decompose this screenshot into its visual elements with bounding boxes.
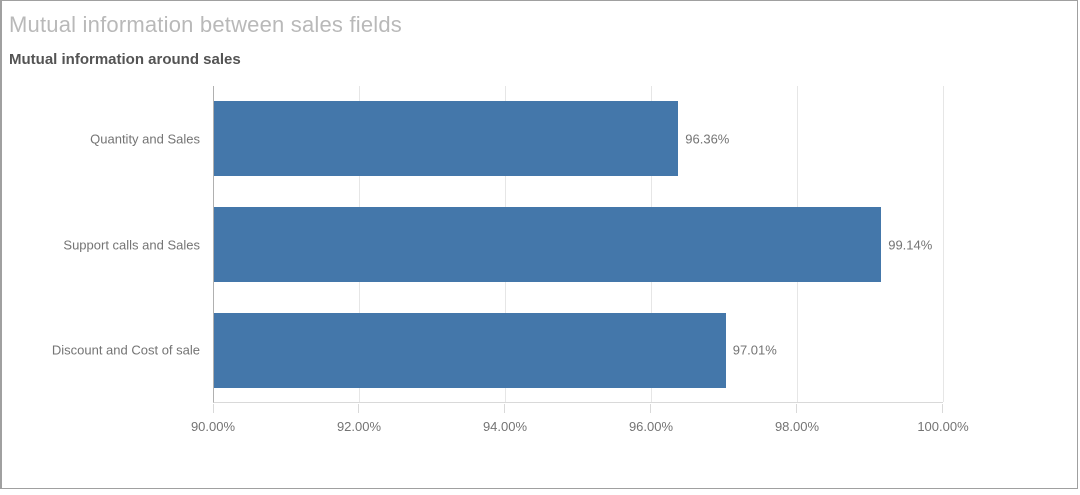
bar-value-label: 99.14% [888,237,933,252]
x-axis-tick-label: 94.00% [482,419,528,434]
x-axis-tick-label: 100.00% [917,419,969,434]
x-axis-tick [796,404,797,413]
x-axis-tick [942,404,943,413]
x-axis: 90.00% 92.00% 94.00% 96.00% 98.00% 100.00% [191,403,969,448]
x-axis-tick-label: 90.00% [190,419,236,434]
x-axis-tick [213,404,214,413]
plot-area: 96.36% 99.14% 97.01% [213,86,944,403]
gridline [943,86,944,402]
bar-value-label: 96.36% [685,131,730,147]
bar-value-label: 97.01% [732,342,777,358]
y-axis-label-quantity-and-sales[interactable]: Quantity and Sales [90,131,200,147]
chart-title: Mutual information around sales [9,51,241,68]
bar-quantity-and-sales[interactable] [214,101,679,177]
y-axis-labels: Quantity and Sales Support calls and Sale… [8,86,200,403]
x-axis-tick-label: 96.00% [628,419,674,434]
y-axis-label-discount-and-cost-of-sale[interactable]: Discount and Cost of sale [51,342,200,358]
x-axis-tick [358,404,359,413]
y-axis-label-support-calls-and-sales[interactable]: Support calls and Sales [63,237,200,252]
x-axis-tick [504,404,505,413]
x-axis-tick-label: 98.00% [774,419,820,434]
sheet-title: Mutual information between sales fields [9,12,403,37]
bar-support-calls-and-sales[interactable] [214,207,882,282]
bar-discount-and-cost-of-sale[interactable] [214,312,726,388]
x-axis-tick [650,404,651,413]
x-axis-tick-label: 92.00% [336,419,382,434]
